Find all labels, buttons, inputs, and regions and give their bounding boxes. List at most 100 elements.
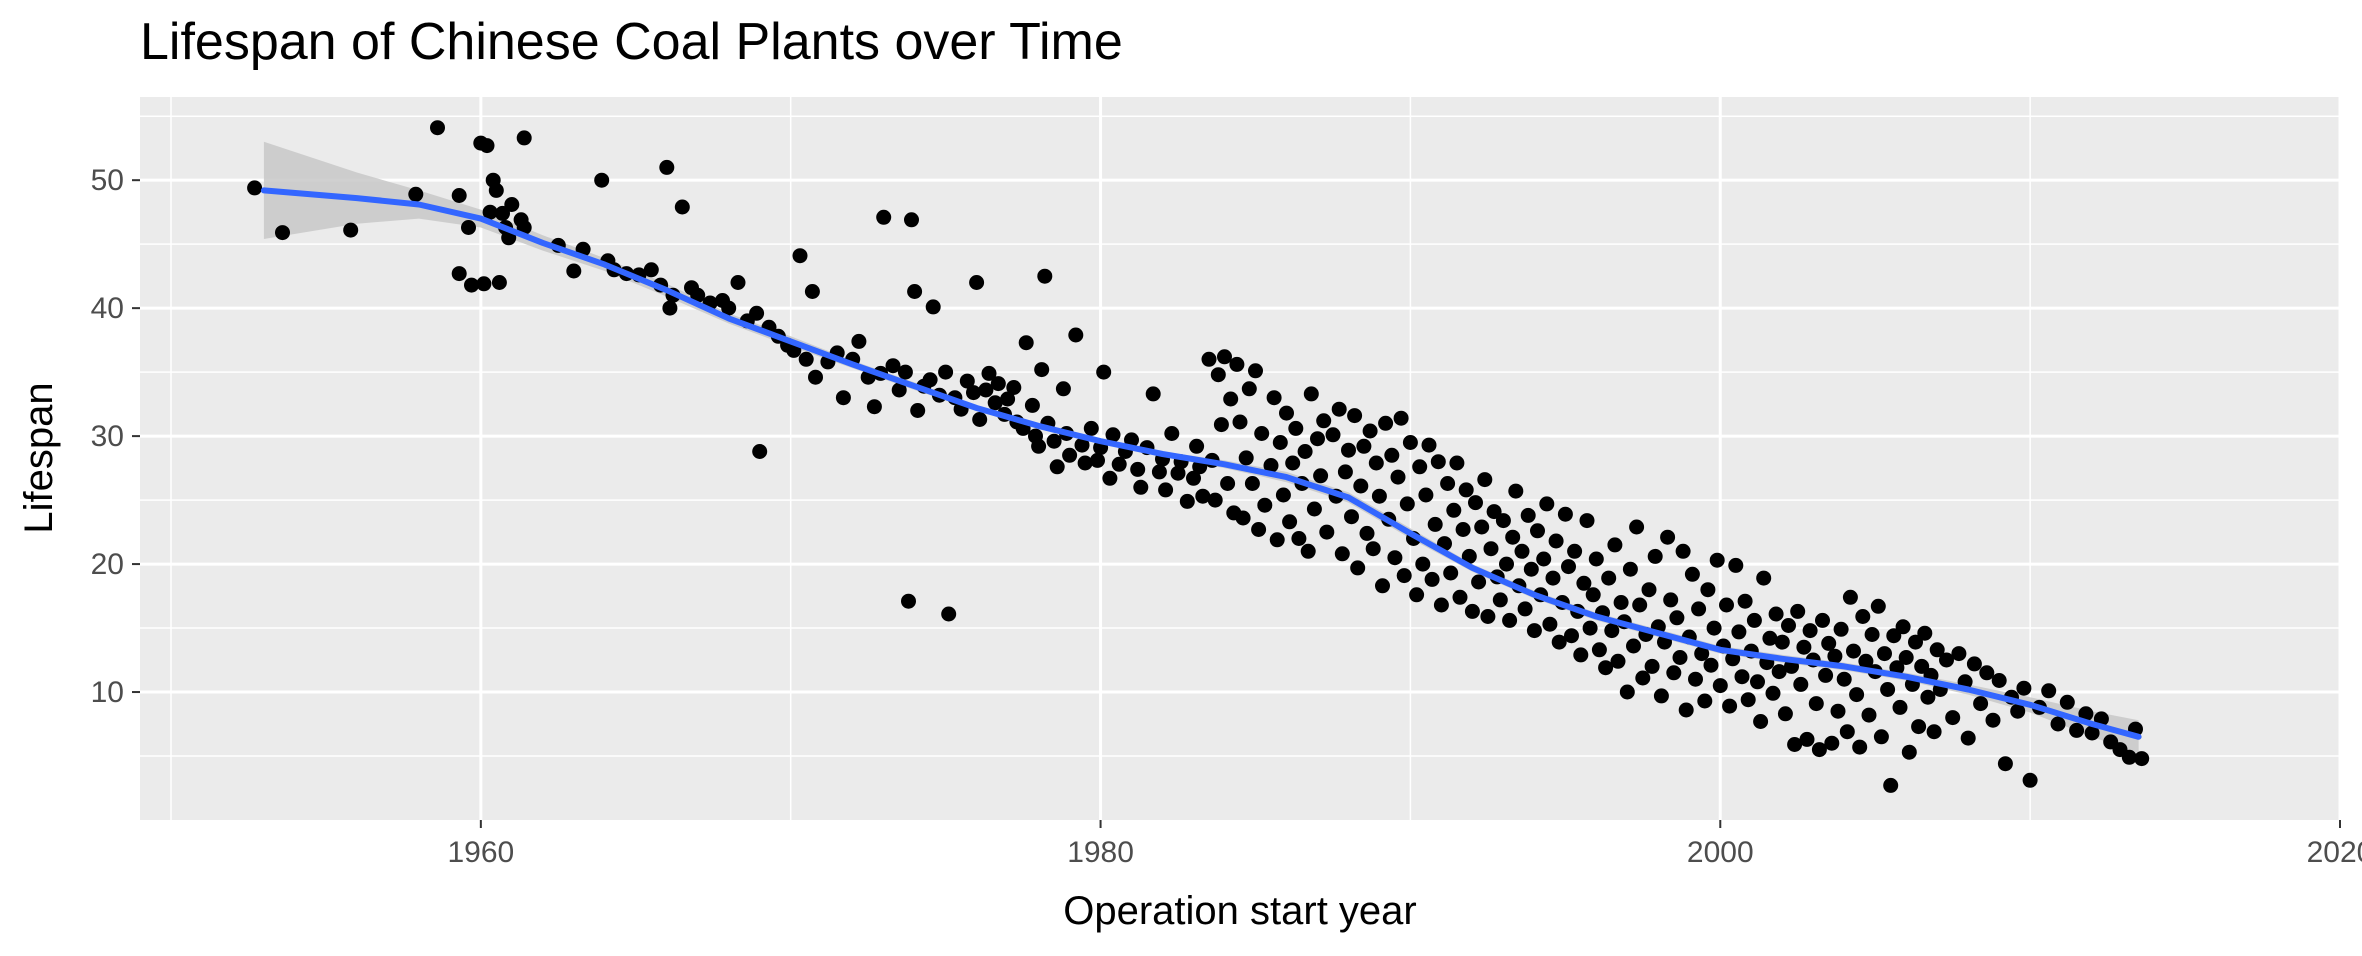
data-point xyxy=(990,376,1006,392)
data-point xyxy=(1353,478,1369,494)
data-point xyxy=(1591,642,1607,658)
data-point xyxy=(1235,510,1251,526)
data-point xyxy=(1055,381,1071,397)
data-point xyxy=(2059,694,2075,710)
data-point xyxy=(1000,391,1016,407)
data-point xyxy=(1548,533,1564,549)
data-point xyxy=(1362,423,1378,439)
data-point xyxy=(1827,648,1843,664)
data-point xyxy=(2078,706,2094,722)
chart-title: Lifespan of Chinese Coal Plants over Tim… xyxy=(140,13,1123,71)
data-point xyxy=(1375,578,1390,594)
data-point xyxy=(1523,561,1539,577)
data-point xyxy=(1945,710,1961,726)
data-point xyxy=(430,120,445,136)
x-axis-title: Operation start year xyxy=(1063,889,1417,933)
data-point xyxy=(1846,643,1861,659)
data-point xyxy=(1842,589,1858,605)
data-point xyxy=(1455,522,1471,537)
data-point xyxy=(1774,634,1790,650)
data-point xyxy=(1833,621,1849,637)
data-point xyxy=(1622,561,1638,577)
data-point xyxy=(1384,447,1400,463)
data-point xyxy=(1319,524,1335,540)
x-tick-label: 2000 xyxy=(1687,836,1754,869)
data-point xyxy=(1644,658,1660,674)
confidence-ribbon-layer xyxy=(263,141,2139,754)
data-point xyxy=(1861,707,1877,723)
data-point xyxy=(1821,635,1837,651)
data-point xyxy=(972,412,988,427)
data-point xyxy=(1310,431,1325,447)
data-point xyxy=(1480,609,1496,624)
data-point xyxy=(275,225,290,241)
data-point xyxy=(1601,570,1617,586)
data-point xyxy=(1728,557,1744,573)
data-point xyxy=(451,266,467,282)
data-point xyxy=(2050,716,2066,732)
data-point xyxy=(1526,623,1542,639)
data-point xyxy=(1864,627,1880,642)
data-point xyxy=(1062,447,1078,463)
data-point xyxy=(1303,386,1319,402)
data-point xyxy=(1275,487,1291,503)
data-point xyxy=(885,358,901,374)
data-point xyxy=(2069,722,2085,738)
data-point xyxy=(1359,525,1375,541)
data-point xyxy=(1244,476,1260,491)
data-point xyxy=(1077,455,1093,471)
data-point xyxy=(1433,597,1449,613)
x-tick-label: 2020 xyxy=(2307,836,2362,869)
data-point xyxy=(1669,610,1685,626)
data-point xyxy=(910,403,926,418)
y-axis-title: Lifespan xyxy=(17,382,61,533)
data-point xyxy=(1186,470,1201,486)
data-point xyxy=(1678,702,1694,718)
data-point xyxy=(566,263,582,279)
data-point xyxy=(1344,509,1359,525)
data-point xyxy=(479,138,495,154)
data-point xyxy=(1458,482,1474,498)
data-point xyxy=(461,220,476,235)
data-point xyxy=(1985,712,2001,728)
data-point xyxy=(594,172,610,188)
data-point xyxy=(482,204,498,220)
data-point xyxy=(1873,729,1889,745)
y-tick-label: 50 xyxy=(91,164,124,197)
data-point xyxy=(1920,689,1936,705)
data-point xyxy=(1858,653,1874,669)
y-tick-label: 40 xyxy=(91,292,124,325)
data-point xyxy=(1452,589,1468,605)
data-point xyxy=(1877,646,1892,662)
data-point xyxy=(1257,497,1273,513)
data-point xyxy=(1449,455,1465,471)
data-point xyxy=(1660,529,1676,545)
data-point xyxy=(1418,487,1434,503)
data-point xyxy=(1895,619,1911,635)
data-point xyxy=(1588,551,1604,567)
data-point xyxy=(1520,507,1536,523)
data-point xyxy=(1334,546,1350,562)
data-point xyxy=(1926,724,1942,740)
data-point xyxy=(1675,543,1691,559)
data-point xyxy=(1997,756,2013,772)
data-point xyxy=(1517,601,1533,617)
data-point xyxy=(1368,455,1384,471)
data-point xyxy=(1241,381,1257,397)
data-point xyxy=(1824,735,1840,751)
data-point xyxy=(1917,625,1933,641)
data-point xyxy=(1641,582,1657,598)
data-point xyxy=(1939,652,1954,668)
data-point xyxy=(1031,438,1047,454)
data-point xyxy=(1223,391,1239,407)
data-point xyxy=(1762,630,1778,646)
x-axis-ticks: 1960 1980 2000 2020 xyxy=(447,820,2362,869)
data-point xyxy=(1124,432,1139,448)
data-point xyxy=(1576,575,1592,591)
data-point xyxy=(1870,598,1886,614)
data-point xyxy=(1979,665,1995,681)
data-point xyxy=(491,275,507,290)
data-point xyxy=(1018,335,1034,351)
data-point xyxy=(1263,458,1279,473)
